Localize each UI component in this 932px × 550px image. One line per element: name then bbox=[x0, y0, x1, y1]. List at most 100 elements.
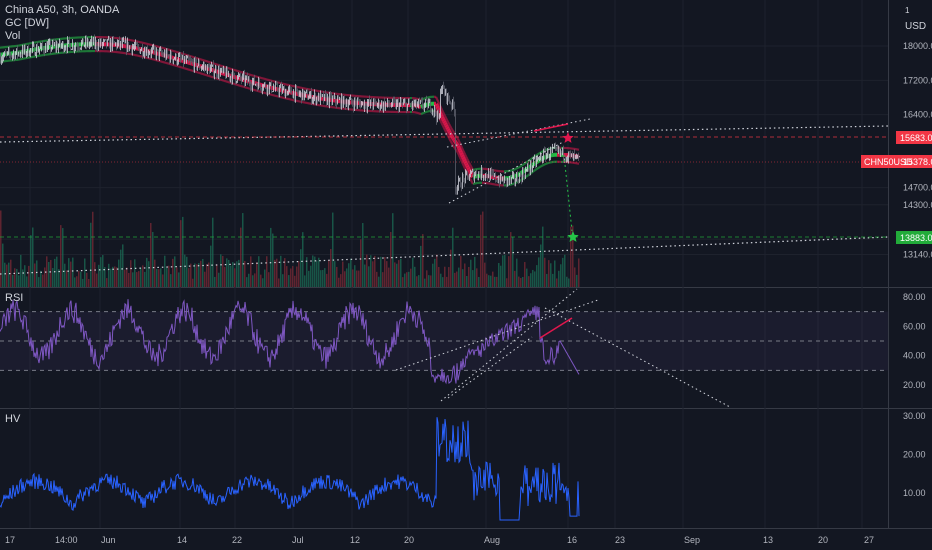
volume-bar bbox=[428, 275, 430, 287]
symbol-title[interactable]: China A50, 3h, OANDA bbox=[5, 4, 120, 16]
volume-bar bbox=[502, 255, 504, 287]
gc-indicator-label[interactable]: GC [DW] bbox=[5, 17, 49, 29]
gc-ribbon-segment bbox=[457, 140, 462, 144]
volume-bar bbox=[62, 228, 64, 287]
volume-bar bbox=[288, 275, 290, 287]
volume-bar bbox=[42, 274, 44, 287]
volume-bar bbox=[152, 231, 154, 287]
volume-indicator-label[interactable]: Vol bbox=[5, 30, 21, 42]
volume-bar bbox=[452, 227, 454, 287]
gc-ribbon-segment bbox=[541, 164, 544, 167]
gc-ribbon-segment bbox=[439, 119, 442, 123]
volume-bar bbox=[364, 264, 366, 287]
volume-bar bbox=[262, 278, 264, 287]
volume-bar bbox=[22, 269, 24, 287]
gc-ribbon-segment bbox=[434, 96, 439, 100]
volume-bar bbox=[84, 258, 86, 287]
volume-bar bbox=[322, 270, 324, 287]
volume-bar bbox=[96, 273, 98, 287]
volume-bar bbox=[20, 254, 22, 287]
currency-badge[interactable]: 1 USD bbox=[902, 3, 932, 32]
volume-bar bbox=[390, 231, 392, 287]
volume-bar bbox=[174, 256, 176, 287]
volume-bar bbox=[114, 266, 116, 287]
volume-bar bbox=[244, 260, 246, 287]
volume-bar bbox=[0, 210, 2, 287]
volume-bar bbox=[34, 263, 36, 287]
gc-ribbon-segment bbox=[521, 163, 524, 167]
volume-bar bbox=[44, 267, 46, 287]
volume-bar bbox=[414, 266, 416, 287]
volume-bar bbox=[248, 273, 250, 287]
volume-bar bbox=[266, 256, 268, 287]
volume-bar bbox=[300, 249, 302, 287]
volume-bar bbox=[228, 259, 230, 287]
gc-ribbon-segment bbox=[449, 139, 452, 143]
time-axis-label: 17 bbox=[5, 535, 15, 545]
volume-bar bbox=[112, 266, 114, 287]
volume-bar bbox=[164, 255, 166, 287]
volume-bar bbox=[206, 263, 208, 287]
gc-ribbon-segment bbox=[466, 158, 469, 161]
gc-ribbon-segment bbox=[465, 164, 470, 169]
volume-bar bbox=[542, 226, 544, 287]
volume-bar bbox=[536, 265, 538, 287]
volume-bar bbox=[120, 249, 122, 287]
volume-bar bbox=[482, 211, 484, 287]
volume-bar bbox=[360, 239, 362, 287]
volume-bar bbox=[278, 278, 280, 287]
volume-bar bbox=[2, 243, 4, 287]
gc-ribbon-segment bbox=[463, 165, 466, 169]
volume-bar bbox=[104, 267, 106, 287]
volume-bar bbox=[500, 265, 502, 287]
hv-pane-label[interactable]: HV bbox=[5, 413, 21, 425]
gc-ribbon-segment bbox=[447, 129, 452, 134]
volume-bar bbox=[106, 278, 108, 287]
volume-bar bbox=[308, 270, 310, 287]
gc-ribbon-segment bbox=[448, 137, 451, 141]
volume-bar bbox=[404, 273, 406, 287]
volume-bar bbox=[236, 261, 238, 287]
gc-ribbon-segment bbox=[522, 168, 527, 173]
volume-bar bbox=[320, 270, 322, 287]
volume-bar bbox=[90, 222, 92, 287]
volume-bar bbox=[456, 271, 458, 287]
volume-bar bbox=[576, 274, 578, 287]
gc-ribbon-segment bbox=[538, 165, 541, 169]
volume-bar bbox=[514, 270, 516, 287]
volume-bar bbox=[410, 268, 412, 287]
gc-ribbon-segment bbox=[450, 127, 453, 130]
volume-bar bbox=[374, 255, 376, 287]
volume-bar bbox=[484, 262, 486, 287]
rsi-pane-label[interactable]: RSI bbox=[5, 292, 24, 304]
volume-bar bbox=[512, 236, 514, 287]
volume-bar bbox=[498, 263, 500, 287]
volume-bar bbox=[376, 271, 378, 287]
gc-ribbon-segment bbox=[444, 129, 447, 133]
volume-bar bbox=[434, 258, 436, 287]
volume-bar bbox=[516, 258, 518, 287]
volume-bar bbox=[380, 256, 382, 287]
volume-bar bbox=[4, 262, 6, 287]
gc-ribbon-segment bbox=[444, 124, 449, 128]
volume-bar bbox=[252, 275, 254, 287]
volume-bar bbox=[426, 270, 428, 287]
volume-bar bbox=[480, 214, 482, 287]
volume-bar bbox=[350, 258, 352, 287]
volume-bar bbox=[312, 255, 314, 287]
volume-bar bbox=[338, 277, 340, 287]
volume-bar bbox=[146, 257, 148, 287]
volume-bar bbox=[424, 278, 426, 287]
time-axis-label: Sep bbox=[684, 535, 700, 545]
buy-signal-star-icon bbox=[567, 231, 579, 242]
volume-bar bbox=[358, 270, 360, 287]
volume-bar bbox=[196, 264, 198, 287]
volume-bar bbox=[200, 260, 202, 287]
volume-bar bbox=[568, 278, 570, 287]
volume-bar bbox=[68, 258, 70, 287]
hv-axis-label: 10.00 bbox=[903, 488, 926, 498]
gc-ribbon-segment bbox=[468, 161, 471, 165]
gc-ribbon-segment bbox=[522, 177, 525, 180]
hv-line bbox=[0, 417, 580, 521]
